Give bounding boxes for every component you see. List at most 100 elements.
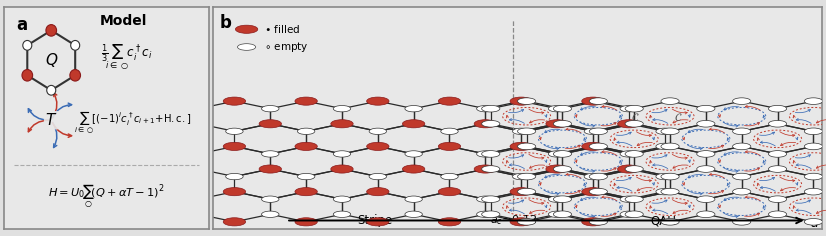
Circle shape — [402, 120, 425, 128]
Circle shape — [589, 188, 607, 195]
Circle shape — [439, 188, 461, 196]
Circle shape — [548, 151, 566, 157]
Circle shape — [584, 173, 601, 180]
Circle shape — [333, 151, 351, 157]
Circle shape — [71, 40, 79, 50]
Circle shape — [262, 211, 279, 217]
Circle shape — [805, 98, 823, 105]
Circle shape — [297, 128, 315, 135]
Circle shape — [589, 98, 607, 105]
Circle shape — [582, 218, 604, 226]
Circle shape — [553, 120, 572, 127]
Circle shape — [482, 151, 500, 157]
Circle shape — [474, 120, 496, 128]
Circle shape — [518, 143, 536, 150]
Circle shape — [518, 98, 536, 105]
Circle shape — [656, 173, 673, 180]
Circle shape — [262, 151, 279, 157]
Circle shape — [190, 196, 207, 202]
Circle shape — [656, 189, 673, 195]
Circle shape — [477, 211, 494, 217]
Circle shape — [367, 218, 389, 226]
Text: Model: Model — [99, 14, 147, 28]
Circle shape — [589, 143, 607, 150]
Circle shape — [367, 188, 389, 196]
Circle shape — [225, 128, 243, 135]
Circle shape — [733, 188, 751, 195]
Circle shape — [582, 188, 604, 196]
Circle shape — [661, 128, 679, 135]
Circle shape — [733, 128, 751, 135]
Circle shape — [546, 120, 568, 128]
Circle shape — [805, 219, 823, 225]
Circle shape — [768, 196, 786, 202]
Circle shape — [733, 219, 751, 225]
Circle shape — [733, 173, 751, 180]
Circle shape — [661, 143, 679, 150]
Text: b: b — [219, 14, 231, 32]
Circle shape — [625, 151, 643, 157]
Circle shape — [625, 166, 643, 172]
Text: $a_c\!\approx\!0.12$: $a_c\!\approx\!0.12$ — [490, 213, 537, 227]
Circle shape — [805, 188, 823, 195]
Circle shape — [482, 196, 500, 202]
Circle shape — [620, 151, 638, 157]
Circle shape — [190, 211, 207, 217]
Circle shape — [482, 166, 500, 172]
Circle shape — [620, 196, 638, 202]
Circle shape — [190, 105, 207, 112]
Circle shape — [618, 165, 640, 173]
Circle shape — [589, 173, 607, 180]
Circle shape — [582, 142, 604, 151]
Circle shape — [661, 188, 679, 195]
Circle shape — [553, 211, 572, 218]
Circle shape — [697, 105, 715, 112]
Circle shape — [625, 196, 643, 202]
Circle shape — [477, 196, 494, 202]
Circle shape — [223, 97, 245, 105]
Circle shape — [805, 128, 823, 135]
Circle shape — [518, 128, 536, 135]
Circle shape — [190, 121, 207, 127]
Circle shape — [223, 142, 245, 151]
Circle shape — [768, 211, 786, 218]
Circle shape — [235, 25, 258, 33]
Text: $T$: $T$ — [45, 112, 57, 128]
Circle shape — [259, 120, 282, 128]
Circle shape — [439, 97, 461, 105]
Circle shape — [805, 143, 823, 150]
Circle shape — [474, 165, 496, 173]
Circle shape — [510, 97, 533, 105]
Circle shape — [22, 70, 32, 81]
Circle shape — [223, 188, 245, 196]
Circle shape — [482, 120, 500, 127]
Circle shape — [333, 196, 351, 202]
Circle shape — [330, 120, 354, 128]
Circle shape — [405, 151, 422, 157]
Circle shape — [297, 173, 315, 180]
Circle shape — [546, 165, 568, 173]
Circle shape — [482, 105, 500, 112]
Circle shape — [295, 97, 317, 105]
Circle shape — [439, 218, 461, 226]
Circle shape — [620, 105, 638, 112]
Circle shape — [46, 25, 56, 36]
Circle shape — [553, 105, 572, 112]
Text: $\circ$ empty: $\circ$ empty — [263, 40, 308, 54]
Text: a: a — [17, 16, 27, 34]
Circle shape — [697, 151, 715, 157]
Circle shape — [238, 44, 256, 50]
Circle shape — [512, 173, 530, 180]
Circle shape — [553, 196, 572, 202]
Circle shape — [553, 151, 572, 157]
Circle shape — [656, 128, 673, 135]
Circle shape — [369, 128, 387, 135]
Text: Stripe: Stripe — [357, 214, 392, 227]
Circle shape — [589, 128, 607, 135]
Circle shape — [225, 173, 243, 180]
Circle shape — [589, 219, 607, 225]
Circle shape — [661, 219, 679, 225]
Text: $a$: $a$ — [810, 217, 819, 230]
Circle shape — [697, 196, 715, 202]
Circle shape — [405, 105, 422, 112]
